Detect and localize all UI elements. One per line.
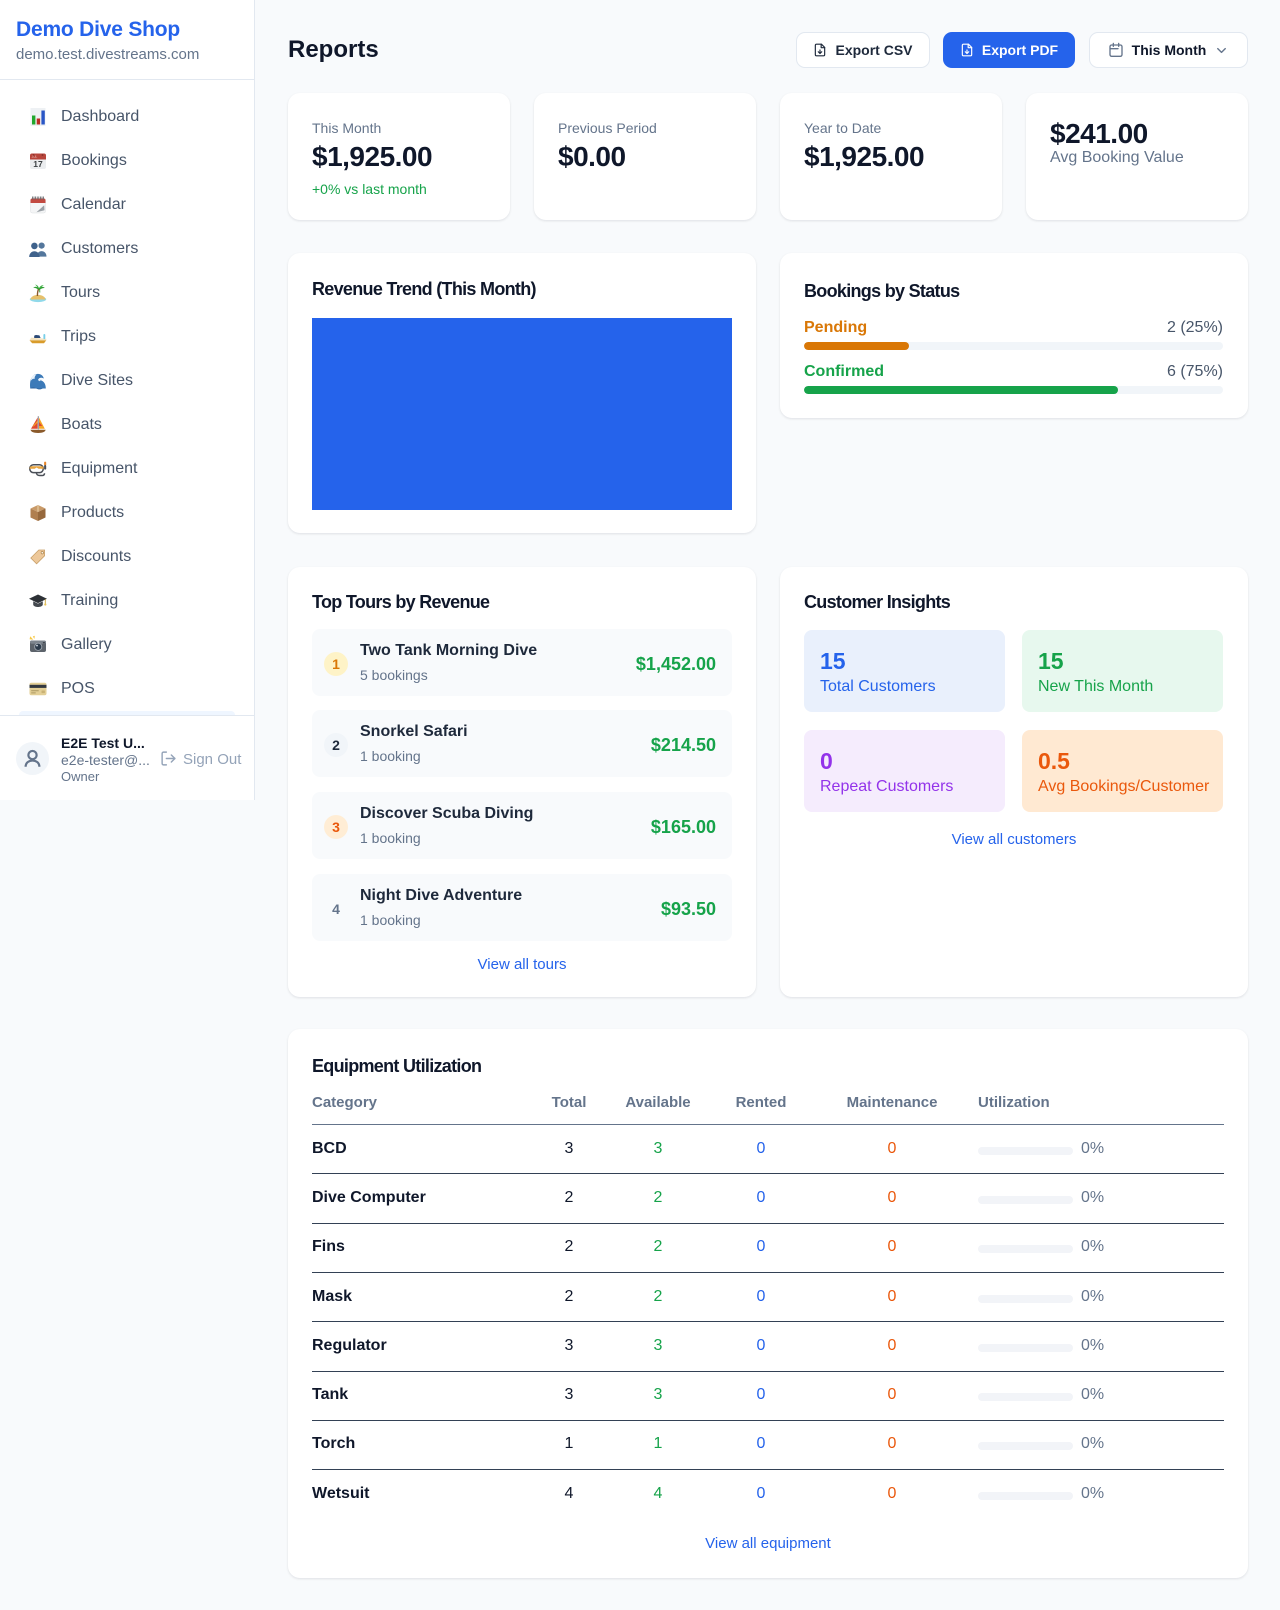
svg-text:JUL: JUL [32, 155, 38, 159]
svg-text:17: 17 [33, 159, 43, 169]
